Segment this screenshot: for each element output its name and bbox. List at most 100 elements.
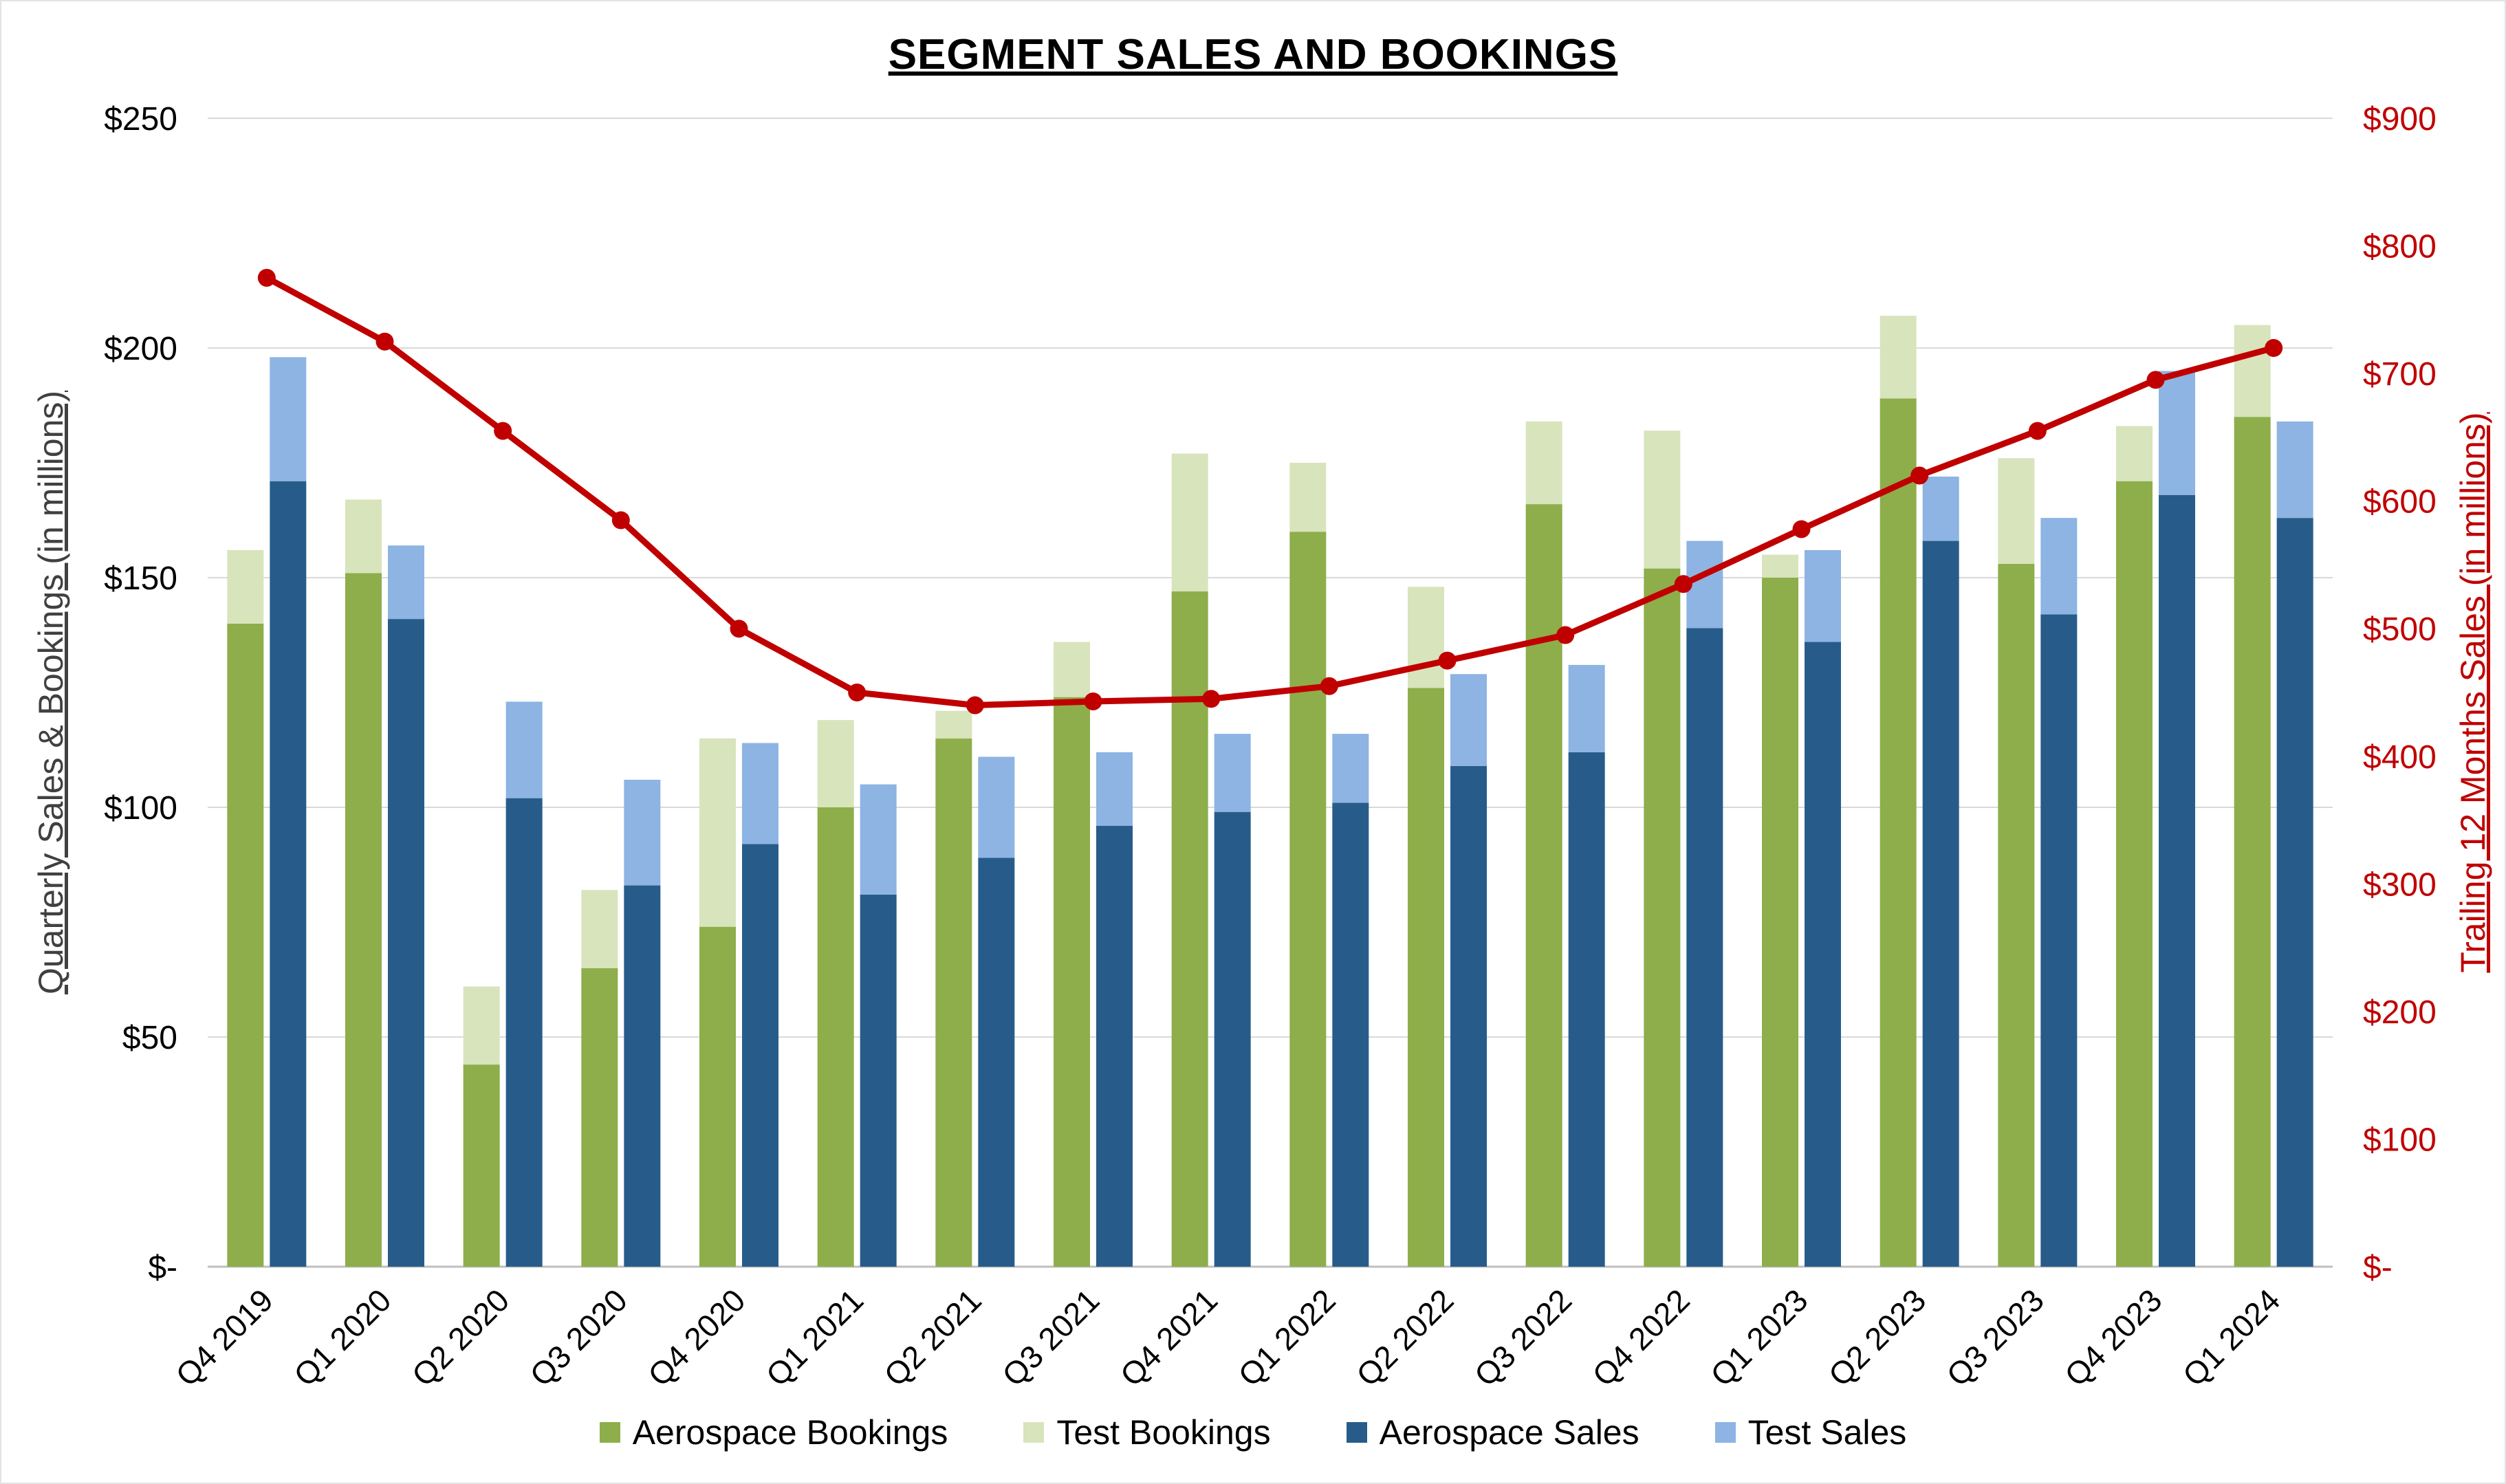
bar-aerospace-sales — [742, 844, 778, 1267]
legend-item: Aerospace Sales — [1346, 1412, 1639, 1452]
bar-aerospace-bookings — [345, 573, 382, 1267]
ttm-sales-marker — [1556, 626, 1575, 644]
legend-swatch — [1714, 1422, 1736, 1443]
bar-aerospace-sales — [1450, 765, 1487, 1267]
x-axis-label: Q2 2020 — [405, 1282, 516, 1393]
bar-test-bookings — [1762, 554, 1798, 578]
x-axis-label: Q1 2024 — [2176, 1282, 2287, 1393]
legend-label: Aerospace Sales — [1379, 1413, 1639, 1452]
x-axis-label: Q4 2022 — [1585, 1282, 1697, 1393]
bar-test-sales — [2159, 371, 2195, 495]
bar-test-bookings — [1644, 430, 1681, 569]
x-axis-label: Q1 2021 — [759, 1282, 871, 1393]
x-axis-label: Q3 2023 — [1939, 1282, 2051, 1393]
left-axis-tick: $250 — [104, 101, 177, 138]
bar-test-bookings — [1880, 316, 1917, 399]
ttm-sales-marker — [611, 511, 630, 530]
bar-test-sales — [1922, 477, 1959, 541]
bar-aerospace-bookings — [1880, 398, 1917, 1267]
right-axis-tick: $- — [2363, 1250, 2393, 1286]
legend-swatch — [1023, 1422, 1045, 1443]
bar-test-bookings — [345, 499, 382, 574]
right-axis-tick: $100 — [2363, 1122, 2437, 1158]
ttm-sales-marker — [1084, 692, 1102, 710]
bar-aerospace-bookings — [1054, 697, 1090, 1267]
bar-aerospace-bookings — [1998, 563, 2035, 1267]
bar-test-sales — [1214, 734, 1251, 812]
bar-aerospace-bookings — [1171, 591, 1208, 1267]
bar-test-bookings — [463, 986, 500, 1065]
right-axis-tick: $400 — [2363, 739, 2437, 776]
ttm-sales-marker — [494, 422, 512, 440]
right-axis-tick: $300 — [2363, 866, 2437, 903]
bar-test-bookings — [581, 890, 618, 968]
x-axis-label: Q1 2020 — [287, 1282, 398, 1393]
legend-item: Test Bookings — [1023, 1412, 1271, 1452]
ttm-sales-marker — [1674, 575, 1692, 593]
legend: Aerospace Bookings Test Bookings Aerospace… — [1, 1412, 2505, 1452]
bar-aerospace-bookings — [227, 623, 264, 1267]
ttm-sales-marker — [2146, 371, 2165, 389]
x-axis-label: Q2 2022 — [1349, 1282, 1461, 1393]
bar-aerospace-sales — [1805, 642, 1841, 1267]
x-axis-label: Q3 2021 — [995, 1282, 1107, 1393]
bar-test-bookings — [227, 549, 264, 624]
bar-test-bookings — [699, 738, 736, 927]
right-axis-tick: $700 — [2363, 356, 2437, 393]
bar-test-bookings — [1171, 453, 1208, 592]
ttm-sales-marker — [375, 332, 394, 351]
bar-aerospace-bookings — [1525, 504, 1562, 1267]
bar-aerospace-bookings — [699, 926, 736, 1267]
bar-test-sales — [624, 779, 661, 886]
x-axis-label: Q2 2021 — [877, 1282, 988, 1393]
bar-aerospace-sales — [1214, 811, 1251, 1267]
bar-test-sales — [1686, 541, 1723, 629]
bar-test-bookings — [2234, 325, 2271, 417]
bar-test-bookings — [1054, 642, 1090, 697]
right-axis-tick: $600 — [2363, 484, 2437, 521]
bar-aerospace-sales — [1332, 803, 1369, 1267]
bar-test-bookings — [817, 720, 854, 807]
x-axis-label: Q2 2023 — [1822, 1282, 1933, 1393]
bar-aerospace-sales — [505, 798, 543, 1267]
bar-test-bookings — [1289, 463, 1327, 532]
bar-aerospace-sales — [1922, 541, 1959, 1267]
bar-aerospace-sales — [1686, 628, 1723, 1267]
legend-label: Test Bookings — [1056, 1413, 1271, 1452]
bar-test-sales — [978, 756, 1015, 858]
bar-test-sales — [1096, 752, 1133, 826]
ttm-sales-marker — [730, 620, 748, 638]
bar-test-sales — [2040, 518, 2078, 615]
ttm-sales-marker — [2028, 422, 2047, 440]
right-axis-tick: $900 — [2363, 101, 2437, 138]
right-axis-tick: $500 — [2363, 611, 2437, 648]
left-axis-tick: $100 — [104, 790, 177, 827]
bar-aerospace-sales — [624, 885, 661, 1267]
legend-swatch — [1346, 1422, 1367, 1443]
bar-aerospace-bookings — [2116, 481, 2153, 1267]
bar-test-bookings — [1998, 458, 2035, 564]
left-axis-tick: $50 — [122, 1020, 177, 1056]
bar-test-sales — [1805, 549, 1841, 642]
ttm-sales-line — [265, 274, 2275, 709]
ttm-sales-marker — [1792, 520, 1811, 538]
bar-aerospace-bookings — [1762, 578, 1798, 1267]
left-axis-tick: $150 — [104, 560, 177, 597]
chart-title: SEGMENT SALES AND BOOKINGS — [888, 31, 1618, 78]
bar-aerospace-sales — [2040, 614, 2078, 1267]
ttm-sales-marker — [1202, 690, 1221, 708]
bar-aerospace-bookings — [935, 738, 972, 1267]
x-axis-label: Q3 2020 — [523, 1282, 634, 1393]
x-axis-label: Q4 2020 — [641, 1282, 752, 1393]
legend-swatch — [599, 1422, 620, 1443]
bar-test-sales — [1450, 674, 1487, 766]
legend-label: Aerospace Bookings — [632, 1413, 948, 1452]
bar-test-sales — [388, 545, 424, 620]
ttm-sales-marker — [1910, 466, 1929, 485]
bar-test-sales — [2276, 421, 2313, 519]
ttm-sales-marker — [2265, 339, 2283, 357]
bar-aerospace-sales — [1568, 752, 1605, 1267]
bar-aerospace-sales — [270, 481, 307, 1267]
